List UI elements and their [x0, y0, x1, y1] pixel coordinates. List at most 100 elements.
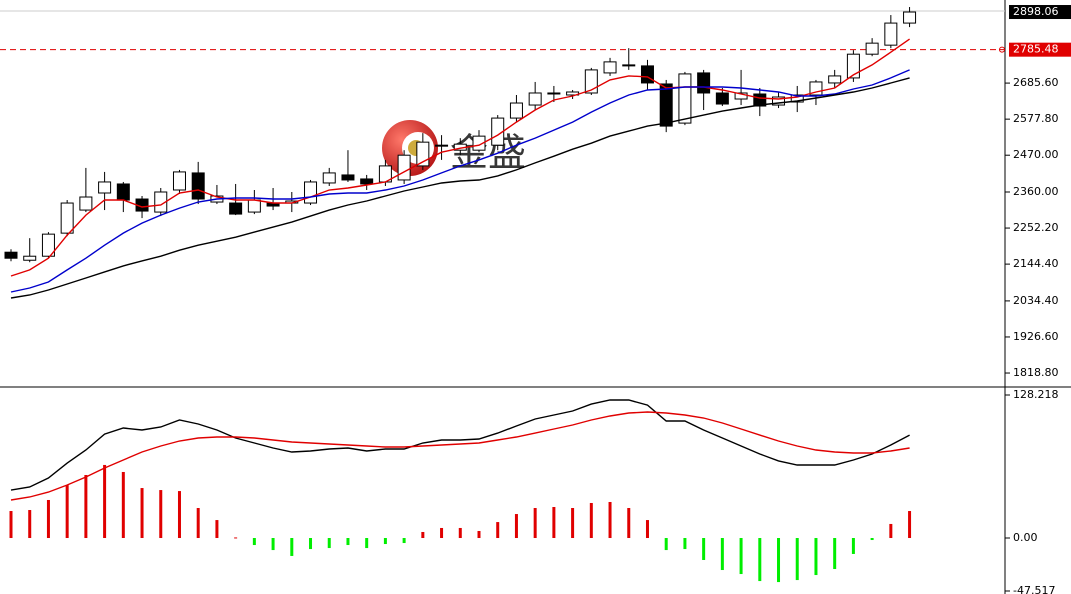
candle-body [247, 199, 261, 213]
candle-body [435, 144, 449, 147]
candle-body [640, 65, 654, 84]
candle-body [828, 75, 842, 84]
y-tick-label: 0.00 [1013, 531, 1038, 544]
candle-body [472, 135, 486, 151]
macd-bar [28, 510, 32, 539]
candle-body [509, 102, 523, 119]
macd-bar [309, 538, 313, 550]
macd-bar [458, 527, 462, 539]
macd-bar [421, 531, 425, 539]
macd-bar [664, 538, 668, 551]
candle-body [397, 154, 411, 181]
macd-bar [140, 488, 144, 539]
candle-body [865, 42, 879, 55]
macd-bar [65, 485, 69, 539]
y-tick-label: 1926.60 [1013, 330, 1059, 343]
macd-bar [683, 538, 687, 550]
candle-body [23, 255, 37, 261]
macd-bar [440, 527, 444, 539]
candle-body [903, 11, 917, 24]
macd-bar [9, 511, 13, 539]
candle-body [360, 178, 374, 185]
y-tick-label: 2144.40 [1013, 257, 1059, 270]
candle-body [172, 171, 186, 191]
macd-bar [159, 490, 163, 539]
candle-body [678, 73, 692, 124]
candle-body [79, 196, 93, 211]
macd-bar [84, 474, 88, 539]
candle-body [116, 183, 130, 201]
macd-bar [252, 538, 256, 546]
macd-bar [290, 538, 294, 556]
candle-body [4, 251, 18, 259]
macd-bar [777, 538, 781, 583]
indicator-line [10, 69, 910, 293]
candle-body [884, 22, 898, 46]
candle-body [60, 202, 74, 234]
candle-body [772, 96, 786, 106]
macd-bar [103, 464, 107, 539]
indicator-line [10, 399, 910, 491]
macd-bar [383, 538, 387, 545]
indicator-line [10, 38, 911, 277]
macd-bar [702, 538, 706, 560]
macd-bar [177, 491, 181, 539]
macd-bar [402, 538, 406, 544]
candle-body [734, 92, 748, 100]
macd-bar [477, 530, 481, 539]
macd-bar [271, 538, 275, 551]
y-tick-label: 2252.20 [1013, 221, 1059, 234]
candle-body [790, 94, 804, 103]
indicator-line [10, 77, 910, 299]
candle-body [41, 233, 55, 257]
macd-bar [514, 514, 518, 539]
candle-body [715, 92, 729, 105]
reference-marker [999, 46, 1005, 53]
candle-body [846, 53, 860, 79]
macd-bar [533, 508, 537, 539]
last-price-label: 2898.06 [1013, 5, 1059, 18]
macd-bar [552, 507, 556, 539]
y-tick-label: 2360.00 [1013, 185, 1059, 198]
macd-bar [608, 501, 612, 539]
candle-body [547, 92, 561, 95]
candle-body [154, 191, 168, 213]
macd-bar [346, 538, 350, 546]
reference-label-box [1009, 42, 1071, 57]
macd-bar [327, 538, 331, 549]
candle-body [322, 172, 336, 184]
candle-body [98, 181, 112, 194]
candle-body [584, 69, 598, 94]
macd-bar [889, 523, 893, 539]
macd-bar [908, 511, 912, 539]
y-tick-label: 1818.80 [1013, 366, 1059, 379]
macd-bar [589, 502, 593, 539]
macd-bar [833, 538, 837, 570]
last-price-box [1009, 5, 1071, 20]
macd-bar [645, 520, 649, 539]
logo-text: 金盛 [450, 131, 526, 175]
macd-bar [758, 538, 762, 582]
macd-bar [720, 538, 724, 571]
candle-body [603, 61, 617, 74]
macd-bar [121, 471, 125, 539]
candle-body [697, 72, 711, 94]
candle-body [229, 202, 243, 215]
candle-body [341, 174, 355, 181]
candle-body [191, 172, 205, 200]
indicator-line [10, 411, 910, 501]
macd-bar [571, 508, 575, 539]
macd-bar [795, 538, 799, 581]
y-tick-label: 128.218 [1013, 388, 1059, 401]
y-tick-label: 2034.40 [1013, 294, 1059, 307]
macd-bar [814, 538, 818, 576]
candle-body [659, 83, 673, 127]
candle-body [304, 181, 318, 204]
y-tick-label: 2685.60 [1013, 76, 1059, 89]
macd-bar [851, 538, 855, 554]
macd-bar [739, 538, 743, 575]
macd-bar [496, 522, 500, 539]
candle-body [528, 92, 542, 106]
y-tick-label: 2577.80 [1013, 112, 1059, 125]
